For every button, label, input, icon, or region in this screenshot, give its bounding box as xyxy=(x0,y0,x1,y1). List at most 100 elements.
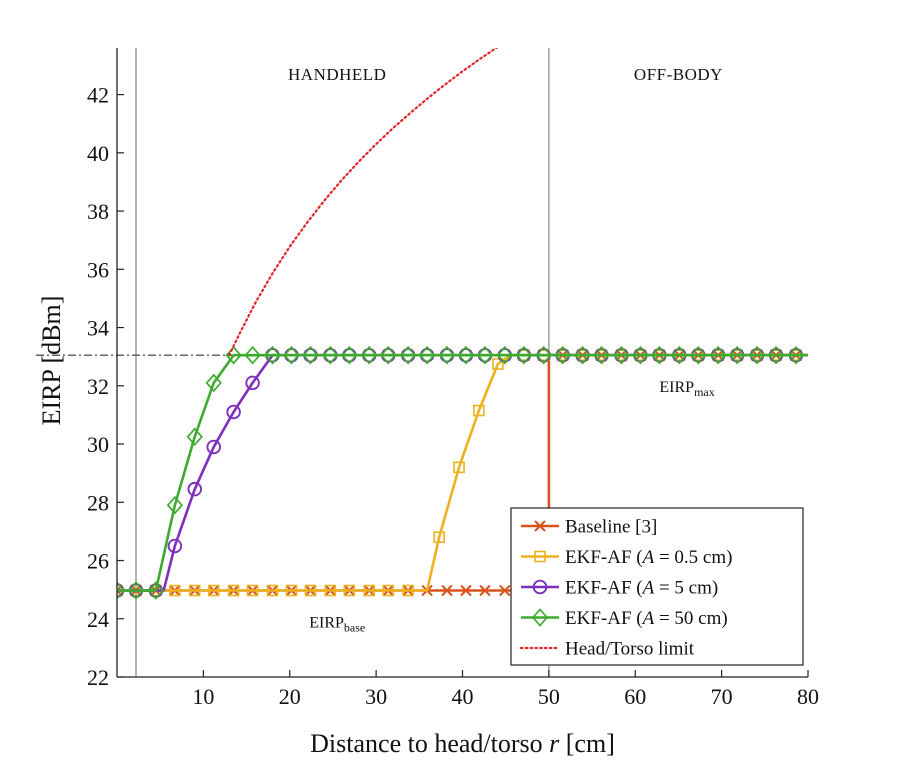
legend-label-var-3: A xyxy=(641,608,655,629)
legend: Baseline [3]EKF-AF (A = 0.5 cm)EKF-AF (A… xyxy=(510,507,804,666)
region-label-off-body: OFF-BODY xyxy=(634,65,723,84)
series-ekf-af-a-50-cm-point-22 xyxy=(535,345,552,365)
legend-label-3: EKF-AF (A = 50 cm) xyxy=(565,608,728,629)
axes-layer: 10 20 30 40 50 60 70 80 22 24 26 28 30 32 34 36 38 40 42 xyxy=(87,48,819,709)
y-tick-label-42: 42 xyxy=(87,83,109,108)
series-ekf-af-a-50-cm-point-8 xyxy=(264,345,281,365)
series-ekf-af-a-50-cm-point-20 xyxy=(496,345,513,365)
annotation-sub-base: base xyxy=(344,621,365,635)
y-tick-label-28: 28 xyxy=(87,490,109,515)
x-axis-label-var: r xyxy=(549,729,560,758)
series-ekf-af-a-0-5-cm-point-11 xyxy=(324,584,337,597)
legend-marker-0 xyxy=(534,520,546,532)
series-ekf-af-a-50-cm-point-21 xyxy=(515,345,532,365)
series-ekf-af-a-50-cm-point-29 xyxy=(671,345,688,365)
legend-label-pre-1: EKF-AF ( xyxy=(565,547,643,568)
series-ekf-af-a-50-cm-point-7 xyxy=(244,345,261,365)
series-ekf-af-a-50-cm-point-34 xyxy=(767,345,785,365)
x-tick-label-30: 30 xyxy=(365,684,387,709)
series-ekf-af-a-50-cm-point-12 xyxy=(341,345,358,365)
series-ekf-af-a-5-cm-point-6 xyxy=(226,404,241,420)
series-ekf-af-a-0-5-cm-point-7 xyxy=(246,584,259,597)
annotation-eirp-max: EIRPmax xyxy=(659,379,714,399)
legend-label-4: Head/Torso limit xyxy=(565,639,695,660)
x-axis-label-unit: [cm] xyxy=(559,729,615,758)
series-ekf-af-a-50-cm-point-4 xyxy=(186,427,203,447)
series-ekf-af-a-50-cm-point-30 xyxy=(690,345,707,365)
legend-marker-0-b xyxy=(534,520,546,532)
series-ekf-af-a-50-cm-point-3 xyxy=(166,495,184,515)
series-ekf-af-a-50-cm-point-27 xyxy=(632,345,649,365)
series-ekf-af-a-50-cm-point-0 xyxy=(117,581,126,600)
series-baseline-3-point-17 xyxy=(441,584,453,597)
series-ekf-af-a-50-cm-point-31 xyxy=(710,345,727,365)
y-tick-label-34: 34 xyxy=(87,316,109,341)
series-ekf-af-a-0-5-cm-point-18 xyxy=(473,404,485,417)
series-ekf-af-a-0-5-cm-point-5 xyxy=(207,584,220,597)
series-ekf-af-a-0-5-cm-point-8 xyxy=(266,584,279,597)
legend-label-pre-0: Baseline [3] xyxy=(565,517,657,538)
series-ekf-af-a-50-cm-point-5 xyxy=(205,373,222,393)
series-ekf-af-a-5-cm-point-4 xyxy=(187,481,202,497)
legend-entry-ekf-af-a-5-cm: EKF-AF (A = 5 cm) xyxy=(521,578,718,599)
y-tick-label-36: 36 xyxy=(87,257,109,282)
legend-label-post-3: = 50 cm) xyxy=(654,608,728,629)
series-ekf-af-a-0-5-cm-point-6 xyxy=(227,584,240,597)
series-ekf-af-a-50-cm-point-6 xyxy=(225,345,242,365)
series-ekf-af-a-50-cm-point-11 xyxy=(322,345,339,365)
y-tick-label-22: 22 xyxy=(87,665,109,690)
series-baseline-3-point-19 xyxy=(479,584,491,597)
x-tick-label-10: 10 xyxy=(192,684,214,709)
y-tick-label-30: 30 xyxy=(87,432,109,457)
annotation-base-max: EIRP xyxy=(659,379,694,396)
series-ekf-af-a-0-5-cm-point-14 xyxy=(382,584,395,597)
series-ekf-af-a-50-cm-point-28 xyxy=(651,345,668,365)
series-ekf-af-a-50-cm-line xyxy=(117,353,808,592)
x-axis-label-main: Distance to head/torso xyxy=(310,729,549,758)
series-baseline-3-point-18-b xyxy=(460,584,472,597)
series-ekf-af-a-0-5-cm-point-13 xyxy=(363,584,376,597)
series-ekf-af-a-50-cm-point-14 xyxy=(380,345,397,365)
series-baseline-3-point-19-b xyxy=(479,584,491,597)
x-tick-label-70: 70 xyxy=(711,684,733,709)
x-tick-label-60: 60 xyxy=(624,684,646,709)
x-tick-label-40: 40 xyxy=(452,684,474,709)
annotation-sub-max: max xyxy=(694,385,715,399)
series-ekf-af-a-50-cm-point-23 xyxy=(554,345,571,365)
series-ekf-af-a-50-cm-point-2 xyxy=(147,581,164,600)
legend-label-var-1: A xyxy=(641,547,655,568)
y-tick-label-40: 40 xyxy=(87,141,109,166)
series-ekf-af-a-50-cm-point-18 xyxy=(457,345,475,365)
legend-label-2: EKF-AF (A = 5 cm) xyxy=(565,578,718,599)
series-baseline-3-point-17-b xyxy=(441,584,453,597)
annotation-base-base: EIRP xyxy=(309,615,344,632)
y-tick-label-26: 26 xyxy=(87,549,109,574)
series-baseline-3-point-20-b xyxy=(499,584,511,597)
x-axis-label: Distance to head/torso r [cm] xyxy=(310,729,615,758)
series-ekf-af-a-50-cm-point-35 xyxy=(787,345,805,365)
series-ekf-af-a-50-cm-point-19 xyxy=(476,345,494,365)
legend-box xyxy=(510,507,804,666)
series-ekf-af-a-50-cm-point-10 xyxy=(302,345,319,365)
y-tick-label-38: 38 xyxy=(87,199,109,224)
series-ekf-af-a-0-5-cm-point-19 xyxy=(492,358,504,370)
series-baseline-3-point-18 xyxy=(460,584,472,597)
legend-label-pre-3: EKF-AF ( xyxy=(565,608,643,629)
legend-label-1: EKF-AF (A = 0.5 cm) xyxy=(565,547,732,568)
series-ekf-af-a-5-cm-point-7 xyxy=(245,375,260,391)
series-ekf-af-a-0-5-cm-point-3 xyxy=(169,584,181,597)
series-ekf-af-a-50-cm xyxy=(117,345,808,600)
legend-label-0: Baseline [3] xyxy=(565,517,657,538)
legend-marker-3 xyxy=(531,608,549,627)
legend-label-post-2: = 5 cm) xyxy=(654,578,718,599)
y-tick-label-32: 32 xyxy=(87,374,109,399)
legend-entry-head-torso-limit: Head/Torso limit xyxy=(519,639,695,660)
series-ekf-af-a-50-cm-point-9 xyxy=(283,345,300,365)
x-tick-label-50: 50 xyxy=(538,684,560,709)
legend-entry-ekf-af-a-50-cm: EKF-AF (A = 50 cm) xyxy=(521,608,728,629)
series-ekf-af-a-0-5-cm-point-15 xyxy=(402,584,414,597)
series-head-torso-limit-line xyxy=(228,48,498,357)
series-ekf-af-a-0-5-cm-point-17 xyxy=(453,461,465,474)
series-ekf-af-a-50-cm-point-16 xyxy=(418,345,436,365)
